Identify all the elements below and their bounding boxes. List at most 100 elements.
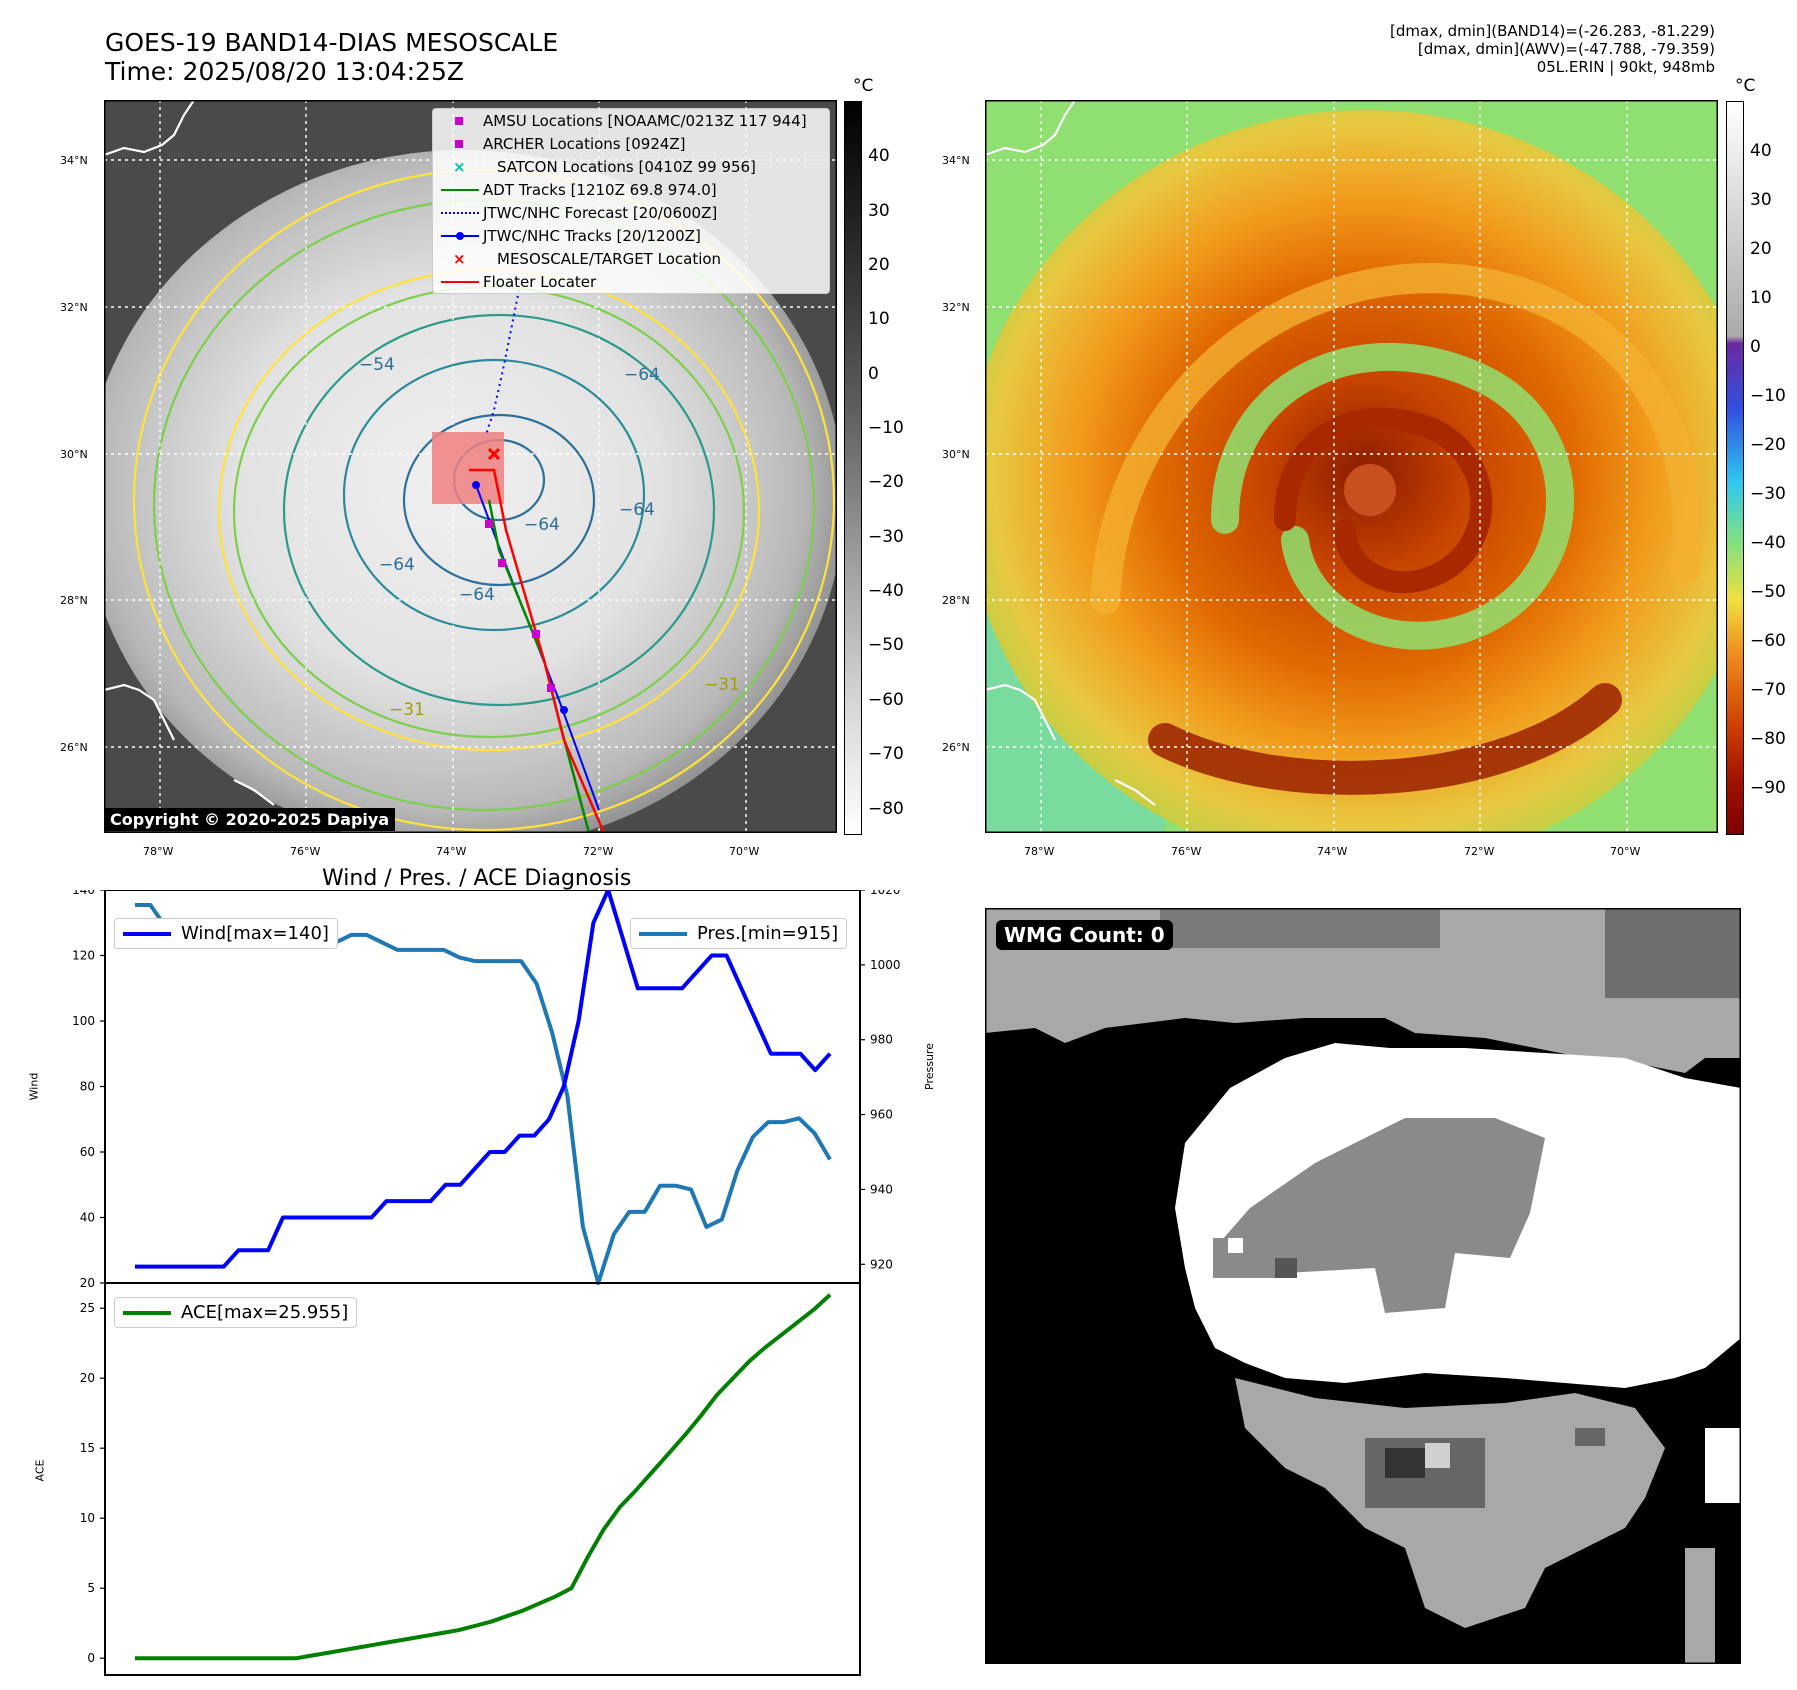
lon-tick: 76°W	[290, 845, 321, 858]
copyright-notice: Copyright © 2020-2025 Dapiya	[104, 808, 396, 831]
ace-axis-label: ACE	[33, 1459, 47, 1482]
y-right-tick-label: 940	[870, 1182, 893, 1196]
contour-label: −64	[459, 585, 495, 605]
lon-tick: 72°W	[583, 845, 614, 858]
colorbar-tick: −70	[868, 744, 904, 764]
contour-label: −64	[624, 365, 660, 385]
line-dot-marker-icon	[439, 229, 483, 243]
legend-entry-forecast: JTWC/NHC Forecast [20/0600Z]	[433, 201, 829, 224]
colorbar-tick: 40	[868, 146, 890, 166]
colorbar-tick: −80	[1750, 729, 1786, 749]
colorbar-unit: °C	[853, 76, 874, 96]
lon-tick: 70°W	[1610, 845, 1641, 858]
colorbar-tick: 30	[1750, 190, 1772, 210]
lat-tick: 34°N	[942, 154, 970, 167]
line-swatch-icon	[639, 931, 687, 936]
awv-colorbar	[1726, 101, 1744, 835]
wind-axis-label: Wind	[27, 1072, 41, 1101]
y-tick-label: 10	[80, 1511, 95, 1525]
legend-entry-satcon: × SATCON Locations [0410Z 99 956]	[433, 155, 829, 178]
colorbar-tick: 0	[1750, 337, 1761, 357]
lat-tick: 26°N	[942, 741, 970, 754]
y-tick-label: 40	[80, 1211, 95, 1225]
y-right-tick-label: 920	[870, 1257, 893, 1271]
y-right-tick-label: 980	[870, 1033, 893, 1047]
lat-tick: 28°N	[942, 594, 970, 607]
dotted-line-icon	[439, 206, 483, 220]
contour-label: −64	[379, 555, 415, 575]
y-tick-label: 60	[80, 1145, 95, 1159]
lat-tick: 30°N	[942, 448, 970, 461]
pressure-axis-label: Pressure	[923, 1043, 936, 1090]
lon-tick: 78°W	[1024, 845, 1055, 858]
lat-tick: 26°N	[60, 741, 88, 754]
line-swatch-icon	[123, 1310, 171, 1315]
y-tick-label: 0	[87, 1651, 95, 1665]
colorbar-tick: −60	[868, 690, 904, 710]
colorbar-tick: 20	[868, 255, 890, 275]
lat-tick: 32°N	[60, 301, 88, 314]
wmg-panel	[985, 908, 1741, 1664]
lon-tick: 76°W	[1171, 845, 1202, 858]
colorbar-tick: −40	[868, 581, 904, 601]
wmg-count-badge: WMG Count: 0	[996, 920, 1173, 950]
y-tick-label: 80	[80, 1080, 95, 1094]
x-marker-icon: ×	[453, 249, 466, 268]
ace-legend: ACE[max=25.955]	[114, 1297, 358, 1328]
colorbar-tick: −30	[868, 527, 904, 547]
title-line-1: GOES-19 BAND14-DIAS MESOSCALE	[105, 28, 559, 57]
lat-tick: 34°N	[60, 154, 88, 167]
lat-tick: 28°N	[60, 594, 88, 607]
contour-label: −31	[389, 700, 425, 720]
colorbar-tick: 40	[1750, 141, 1772, 161]
wind-legend: Wind[max=140]	[114, 918, 338, 949]
contour-label: −64	[619, 500, 655, 520]
line-marker-icon	[439, 183, 483, 197]
contour-label: −31	[704, 675, 740, 695]
stats-line-1: [dmax, dmin](BAND14)=(-26.283, -81.229)	[1390, 22, 1715, 40]
colorbar-tick: 0	[868, 364, 879, 384]
y-tick-label: 25	[80, 1301, 95, 1315]
legend-entry-target: × MESOSCALE/TARGET Location	[433, 247, 829, 270]
pressure-legend: Pres.[min=915]	[630, 918, 848, 949]
y-tick-label: 15	[80, 1441, 95, 1455]
legend-entry-floater: Floater Locater	[433, 270, 829, 293]
line-marker-icon	[439, 275, 483, 289]
y-tick-label: 100	[72, 1014, 95, 1028]
lon-tick: 78°W	[143, 845, 174, 858]
plot-frame	[104, 1282, 861, 1676]
colorbar-unit: °C	[1735, 76, 1756, 96]
title-line-2: Time: 2025/08/20 13:04:25Z	[105, 57, 464, 86]
band14-colorbar	[844, 101, 862, 835]
legend-entry-adt: ADT Tracks [1210Z 69.8 974.0]	[433, 178, 829, 201]
square-marker-icon	[439, 114, 483, 128]
lon-tick: 70°W	[729, 845, 760, 858]
y-tick-label: 20	[80, 1371, 95, 1385]
lon-tick: 72°W	[1464, 845, 1495, 858]
contour-label: −64	[524, 515, 560, 535]
legend-entry-archer: ARCHER Locations [0924Z]	[433, 132, 829, 155]
y-right-tick-label: 960	[870, 1108, 893, 1122]
colorbar-tick: −30	[1750, 484, 1786, 504]
x-marker-icon: ×	[453, 157, 466, 176]
y-tick-label: 140	[72, 890, 95, 897]
contour-label: −54	[359, 355, 395, 375]
y-right-tick-label: 1020	[870, 890, 900, 897]
colorbar-tick: −90	[1750, 778, 1786, 798]
line-swatch-icon	[123, 931, 171, 936]
colorbar-tick: 10	[1750, 288, 1772, 308]
square-marker-icon	[439, 137, 483, 151]
wind-series-line	[135, 890, 832, 1269]
colorbar-tick: −20	[1750, 435, 1786, 455]
legend-entry-amsu: AMSU Locations [NOAAMC/0213Z 117 944]	[433, 109, 829, 132]
colorbar-tick: −50	[1750, 582, 1786, 602]
colorbar-tick: −10	[1750, 386, 1786, 406]
y-tick-label: 20	[80, 1276, 95, 1290]
colorbar-tick: 30	[868, 201, 890, 221]
colorbar-tick: −20	[868, 472, 904, 492]
lon-tick: 74°W	[1317, 845, 1348, 858]
lat-tick: 32°N	[942, 301, 970, 314]
ace-series-line	[135, 1293, 832, 1661]
figure-title: GOES-19 BAND14-DIAS MESOSCALE Time: 2025…	[105, 28, 558, 86]
